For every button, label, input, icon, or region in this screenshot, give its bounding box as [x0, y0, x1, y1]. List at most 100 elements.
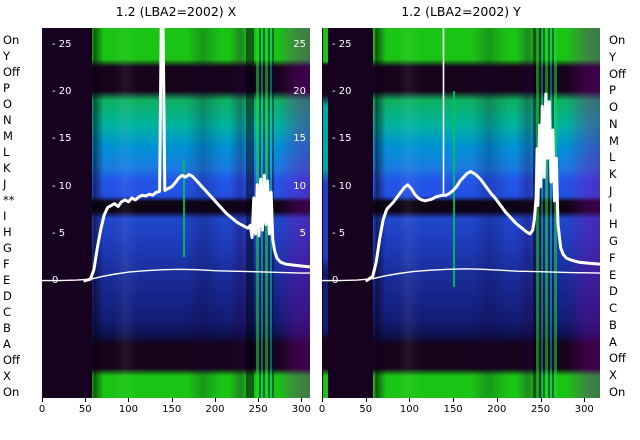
x-tick-label: 250 — [531, 404, 551, 415]
series-main — [83, 28, 310, 283]
row-label-right-N: N — [609, 116, 618, 131]
row-label-right-F: F — [609, 250, 616, 265]
row-label-right-On: On — [609, 385, 626, 399]
row-label-right-D: D — [609, 284, 618, 299]
y-tick-label: - 25 — [332, 39, 352, 51]
row-label-left-On: On — [3, 385, 20, 399]
row-label-left-C: C — [3, 305, 12, 319]
series-baseline — [42, 268, 310, 282]
x-tick-mark — [322, 398, 323, 402]
row-label-right-O: O — [609, 100, 619, 115]
row-label-left-star*: ** — [3, 193, 15, 207]
row-label-right-Y: Y — [609, 49, 617, 64]
x-tick-label: 200 — [487, 404, 507, 415]
x-tick-mark — [365, 398, 367, 402]
row-label-right-X: X — [609, 368, 617, 383]
row-label-left-F: F — [3, 257, 10, 271]
row-label-right-J: J — [609, 183, 613, 198]
x-tick-mark — [301, 398, 303, 402]
x-tick-mark — [171, 398, 173, 402]
plot-title-y: 1.2 (LBA2=2002) Y — [401, 4, 521, 19]
x-tick-label: 100 — [118, 404, 138, 415]
x-tick-mark — [42, 398, 43, 402]
row-label-left-O: O — [3, 97, 13, 111]
x-tick-mark — [540, 398, 542, 402]
x-tick-mark — [128, 398, 130, 402]
row-label-left-X: X — [3, 369, 11, 383]
row-label-right-A: A — [609, 334, 617, 349]
row-label-right-On: On — [609, 33, 626, 47]
row-label-left-M: M — [3, 129, 13, 143]
series-main — [364, 92, 600, 283]
row-label-left-N: N — [3, 113, 12, 127]
x-tick-label: 50 — [78, 404, 92, 415]
row-label-left-A: A — [3, 337, 11, 351]
row-label-left-K: K — [3, 161, 11, 175]
x-tick-label: 50 — [359, 404, 373, 415]
row-label-left-P: P — [3, 81, 10, 95]
y-tick-label-right: 20 — [293, 86, 306, 98]
x-tick-mark — [214, 398, 216, 402]
x-tick-mark — [584, 398, 586, 402]
line-overlay-x — [42, 28, 310, 283]
x-tick-label: 300 — [291, 404, 311, 415]
row-label-right-K: K — [609, 167, 617, 182]
y-tick-label: - 5 — [332, 227, 346, 239]
row-label-left-Off: Off — [3, 65, 20, 79]
row-label-right-Off: Off — [609, 66, 626, 81]
row-label-right-C: C — [609, 301, 618, 316]
row-label-left-Off: Off — [3, 353, 20, 367]
x-tick-mark — [409, 398, 411, 402]
row-label-left-E: E — [3, 273, 11, 287]
x-tick-label: 0 — [38, 404, 46, 415]
row-label-left-L: L — [3, 145, 10, 159]
y-tick-label: 0 — [52, 275, 59, 287]
heatmap-green-line — [182, 161, 185, 258]
x-tick-mark — [496, 398, 498, 402]
y-tick-label-right: 15 — [293, 133, 306, 145]
y-tick-label: - 10 — [332, 180, 352, 192]
row-label-right-Off: Off — [609, 351, 626, 366]
row-label-left-On: On — [3, 33, 20, 47]
row-label-right-E: E — [609, 267, 617, 282]
y-tick-label: - 5 — [52, 227, 66, 239]
row-label-left-B: B — [3, 321, 11, 335]
x-tick-mark — [85, 398, 87, 402]
y-tick-label: - 20 — [332, 86, 352, 98]
y-tick-label-right: 25 — [293, 39, 306, 51]
row-label-left-G: G — [3, 241, 12, 255]
row-label-right-L: L — [609, 150, 616, 165]
x-tick-mark — [453, 398, 455, 402]
heatmap-dark-column — [245, 28, 254, 398]
row-label-right-M: M — [609, 133, 619, 148]
row-label-left-J: J — [3, 177, 7, 191]
series-baseline — [322, 268, 600, 282]
row-label-right-G: G — [609, 234, 618, 249]
row-label-right-B: B — [609, 317, 617, 332]
row-label-left-H: H — [3, 225, 12, 239]
y-tick-label: - 20 — [52, 86, 72, 98]
x-tick-label: 100 — [399, 404, 419, 415]
line-overlay-y — [322, 28, 600, 283]
heatmap-edge-column — [322, 28, 329, 398]
y-tick-label: 0 — [332, 275, 339, 287]
row-label-left-Y: Y — [3, 49, 11, 63]
x-tick-label: 150 — [162, 404, 182, 415]
row-label-left-I: I — [3, 209, 7, 223]
x-tick-label: 200 — [205, 404, 225, 415]
heatmap-plot-x: - 25 - 20 - 15 - 10 - 5 0 25 20 15 10 5 — [42, 28, 310, 398]
x-tick-label: 150 — [443, 404, 463, 415]
y-tick-label: - 25 — [52, 39, 72, 51]
x-tick-mark — [258, 398, 260, 402]
row-label-left-D: D — [3, 289, 12, 303]
row-label-right-H: H — [609, 217, 618, 232]
row-label-right-I: I — [609, 200, 613, 215]
x-tick-label: 250 — [248, 404, 268, 415]
y-tick-label: - 10 — [52, 180, 72, 192]
heatmap-plot-y: - 25 - 20 - 15 - 10 - 5 0 — [322, 28, 600, 398]
y-tick-label-right: 5 — [299, 227, 306, 239]
y-tick-label-right: 10 — [293, 180, 306, 192]
x-tick-label: 300 — [574, 404, 594, 415]
row-label-right-P: P — [609, 83, 616, 98]
